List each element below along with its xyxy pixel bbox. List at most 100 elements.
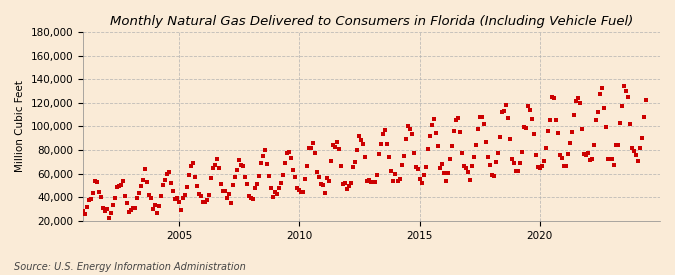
Point (314, 175, 325, 179)
Point (282, 151, 293, 155)
Point (302, 164, 313, 169)
Point (132, 196, 142, 200)
Point (88, 191, 99, 196)
Point (272, 191, 283, 196)
Point (152, 211, 163, 216)
Point (462, 170, 473, 175)
Point (210, 163, 221, 167)
Title: Monthly Natural Gas Delivered to Consumers in Florida (Including Vehicle Fuel): Monthly Natural Gas Delivered to Consume… (110, 15, 633, 28)
Point (292, 186, 302, 190)
Point (144, 193, 155, 198)
Point (572, 95, 583, 100)
Point (472, 127, 483, 131)
Point (196, 193, 207, 198)
Point (214, 166, 225, 170)
Point (256, 161, 267, 165)
Point (468, 155, 479, 159)
Point (163, 170, 174, 175)
Point (414, 177, 425, 181)
Point (160, 178, 171, 182)
Point (109, 196, 120, 200)
Point (270, 190, 281, 194)
Point (180, 193, 190, 197)
Point (218, 189, 229, 193)
Point (113, 183, 124, 188)
Point (560, 164, 571, 168)
Point (78, 209, 88, 213)
Point (186, 163, 196, 168)
Point (406, 131, 417, 136)
Point (518, 125, 529, 129)
Point (216, 182, 227, 186)
Point (178, 196, 188, 200)
Point (412, 167, 423, 172)
Point (280, 160, 291, 165)
Point (392, 178, 403, 183)
Point (122, 201, 132, 205)
Point (434, 166, 445, 170)
Point (150, 202, 161, 207)
Point (244, 194, 254, 198)
Point (566, 130, 577, 134)
Point (300, 177, 310, 181)
Point (533, 165, 543, 169)
Point (578, 152, 589, 156)
Point (622, 94, 633, 99)
Point (336, 164, 347, 169)
Point (506, 157, 517, 162)
Point (268, 194, 279, 199)
Point (591, 118, 601, 122)
Point (587, 156, 597, 161)
Point (595, 92, 605, 96)
Point (545, 118, 556, 122)
Point (84, 198, 95, 202)
Point (184, 172, 194, 177)
Point (96, 194, 107, 199)
Point (601, 125, 612, 130)
Point (234, 158, 244, 163)
Point (124, 210, 134, 214)
Point (358, 142, 369, 147)
Point (222, 196, 233, 200)
Point (360, 154, 371, 159)
Point (310, 151, 321, 156)
Point (202, 198, 213, 202)
Point (212, 156, 223, 161)
Point (597, 86, 608, 90)
Point (440, 178, 451, 183)
Point (246, 196, 256, 200)
Point (502, 115, 513, 120)
Point (496, 110, 507, 114)
Point (230, 175, 240, 179)
Point (326, 159, 337, 163)
Text: Source: U.S. Energy Information Administration: Source: U.S. Energy Information Administ… (14, 262, 245, 272)
Point (556, 155, 567, 160)
Point (585, 157, 595, 162)
Point (626, 145, 637, 150)
Point (550, 118, 561, 122)
Point (171, 196, 182, 200)
Point (111, 185, 122, 190)
Point (156, 194, 167, 198)
Point (278, 173, 289, 177)
Point (442, 171, 453, 175)
Point (380, 128, 391, 132)
Point (92, 180, 103, 184)
Point (354, 134, 364, 138)
Point (173, 199, 184, 204)
Point (176, 208, 186, 213)
Point (227, 183, 238, 187)
Point (101, 207, 112, 212)
Point (376, 142, 387, 147)
Point (522, 104, 533, 108)
Point (266, 186, 277, 190)
Point (454, 130, 465, 134)
Point (603, 156, 614, 161)
Point (115, 183, 126, 187)
Point (288, 168, 299, 172)
Point (593, 110, 603, 115)
Point (107, 202, 118, 207)
Point (422, 147, 433, 152)
Point (630, 153, 641, 157)
Point (224, 191, 235, 196)
